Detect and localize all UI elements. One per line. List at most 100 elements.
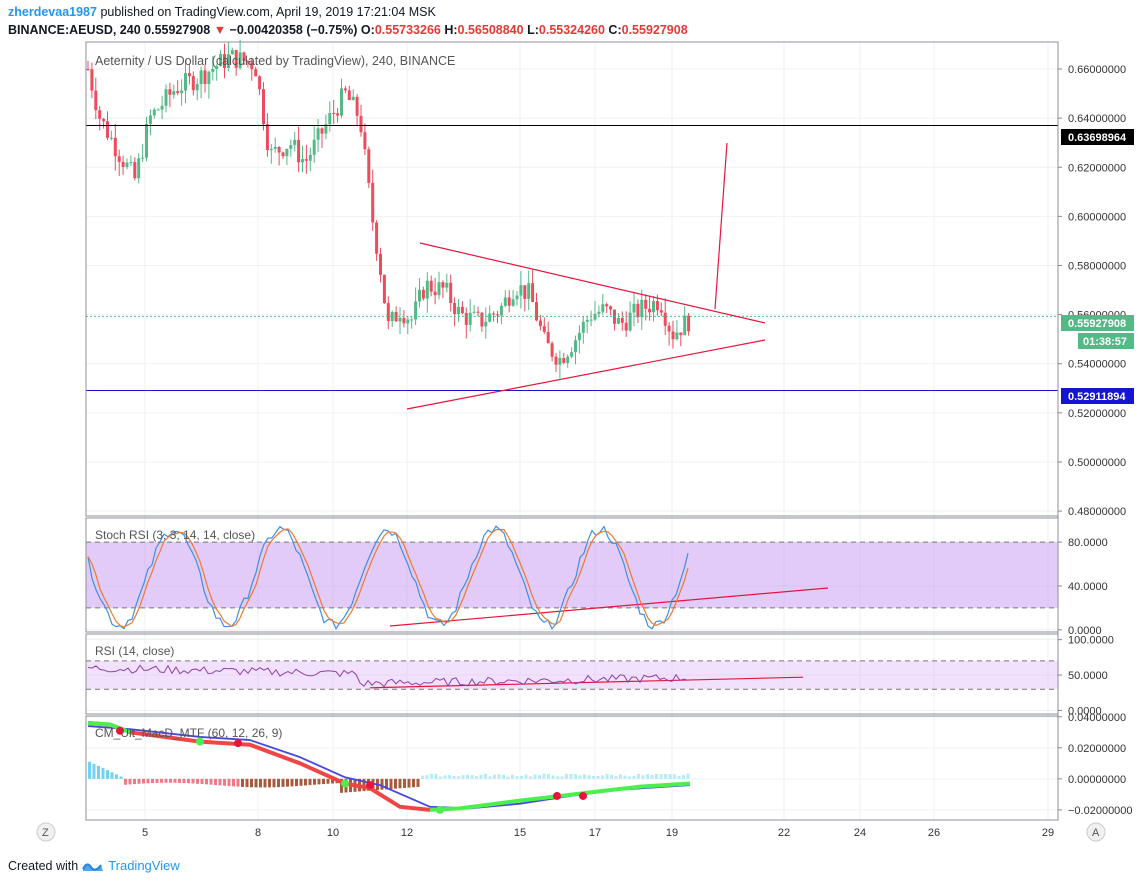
macd-pane-title: CM_Ult_MacD_MTF (60, 12, 26, 9) — [95, 726, 282, 740]
macd-histogram-bar — [646, 774, 649, 779]
candle-body — [484, 321, 488, 327]
candle-body — [648, 308, 652, 313]
candle-body — [176, 91, 180, 94]
macd-histogram-bar — [286, 778, 289, 787]
macd-histogram-bar — [322, 778, 325, 785]
candle-body — [156, 109, 160, 111]
zoom-reset-button[interactable]: Z — [36, 822, 56, 842]
macd-histogram-bar — [182, 778, 186, 784]
author-link[interactable]: zherdevaa1987 — [8, 5, 97, 19]
support-price-label: 0.52911894 — [1068, 391, 1126, 403]
macd-histogram-bar — [169, 778, 172, 783]
time-axis-label: 10 — [327, 827, 339, 839]
candle-body — [562, 358, 566, 363]
candle-body — [558, 358, 562, 365]
macd-histogram-bar — [619, 774, 622, 779]
candle-body — [616, 317, 620, 324]
rsi-line — [87, 664, 689, 688]
candle-body — [652, 301, 655, 313]
candle-body — [297, 139, 301, 163]
candle-body — [160, 105, 164, 110]
macd-histogram-bar — [506, 776, 510, 779]
candle-body — [242, 52, 246, 61]
ohlc-legend: BINANCE:AEUSD, 240 0.55927908 ▼ −0.00420… — [8, 23, 688, 37]
candle-body — [207, 71, 211, 85]
candle-body — [460, 306, 464, 314]
candle-body — [351, 96, 355, 101]
tradingview-link[interactable]: TradingView — [108, 858, 180, 873]
macd-cross-dot — [366, 781, 374, 790]
macd-histogram-bar — [475, 776, 478, 779]
macd-histogram-bar — [250, 778, 253, 788]
candle-body — [421, 289, 425, 299]
candle-body — [550, 343, 554, 357]
candle-body — [437, 282, 441, 296]
time-axis-label: 29 — [1042, 827, 1054, 839]
candle-body — [133, 162, 137, 179]
candle-body — [636, 303, 640, 318]
bar-countdown: 01:38:57 — [1083, 336, 1127, 348]
candle-body — [683, 315, 687, 336]
candle-body — [199, 70, 203, 85]
macd-histogram-bar — [277, 778, 280, 788]
symbol-label[interactable]: BINANCE:AEUSD, 240 — [8, 23, 141, 37]
price-tick-label: 0.60000000 — [1068, 211, 1126, 223]
macd-histogram-bar — [461, 775, 465, 779]
candle-body — [180, 90, 184, 94]
macd-histogram-bar — [290, 778, 294, 787]
triangle-lower-line — [406, 339, 766, 410]
candle-body — [620, 317, 624, 323]
candle-body — [609, 306, 613, 310]
candle-body — [363, 132, 367, 150]
time-axis[interactable]: 5 8 10 12 15 17 19 22 24 26 29 — [142, 827, 1054, 839]
macd-histogram-bar — [488, 776, 492, 779]
candle-body — [289, 145, 293, 149]
candle-body — [406, 319, 410, 324]
macd-histogram-bar — [385, 778, 388, 790]
candle-body — [663, 312, 667, 326]
candle-body — [464, 313, 468, 325]
macd-histogram-bar — [430, 773, 433, 779]
candle-body — [195, 84, 199, 91]
candle-body — [316, 128, 320, 140]
high-value: 0.56508840 — [457, 23, 524, 37]
candle-body — [94, 90, 98, 111]
macd-histogram-bar — [610, 774, 613, 779]
macd-histogram-bar — [97, 765, 100, 779]
macd-histogram-bar — [101, 768, 105, 779]
macd-histogram-bar — [137, 778, 141, 784]
macd-histogram-bar — [124, 778, 127, 785]
macd-histogram-bar — [466, 774, 469, 779]
candle-body — [191, 76, 195, 91]
candle-body — [347, 90, 351, 101]
stoch-k-line — [87, 525, 689, 630]
candle-body — [628, 312, 632, 331]
candle-body — [445, 282, 449, 288]
close-label: C: — [608, 23, 622, 37]
candle-body — [531, 283, 535, 302]
candle-body — [152, 109, 156, 116]
auto-scale-button[interactable]: A — [1086, 822, 1106, 842]
candle-body — [223, 54, 226, 68]
price-tick-label: 0.0000 — [1068, 625, 1102, 637]
candle-body — [203, 70, 207, 85]
macd-cross-dot — [553, 791, 561, 800]
candle-body — [523, 285, 527, 299]
created-with-text: Created with — [8, 858, 79, 873]
macd-histogram-bar — [160, 778, 163, 783]
macd-histogram-bar — [583, 774, 586, 779]
time-axis-label: 24 — [854, 827, 866, 839]
candle-body — [168, 89, 172, 95]
macd-cross-dot — [579, 791, 587, 800]
resistance-price-label: 0.63698964 — [1068, 132, 1127, 144]
macd-histogram-bar — [196, 778, 199, 784]
macd-histogram-bar — [470, 775, 474, 779]
price-axis[interactable]: 0.66000000 0.64000000 0.62000000 0.60000000… — [1058, 64, 1133, 817]
macd-histogram-bar — [605, 773, 609, 779]
trend-drawings[interactable] — [86, 125, 1058, 689]
candle-body — [581, 321, 585, 333]
candle-body — [679, 332, 683, 336]
macd-histogram-bar — [479, 774, 483, 779]
support-price-label-bg — [1061, 388, 1134, 404]
